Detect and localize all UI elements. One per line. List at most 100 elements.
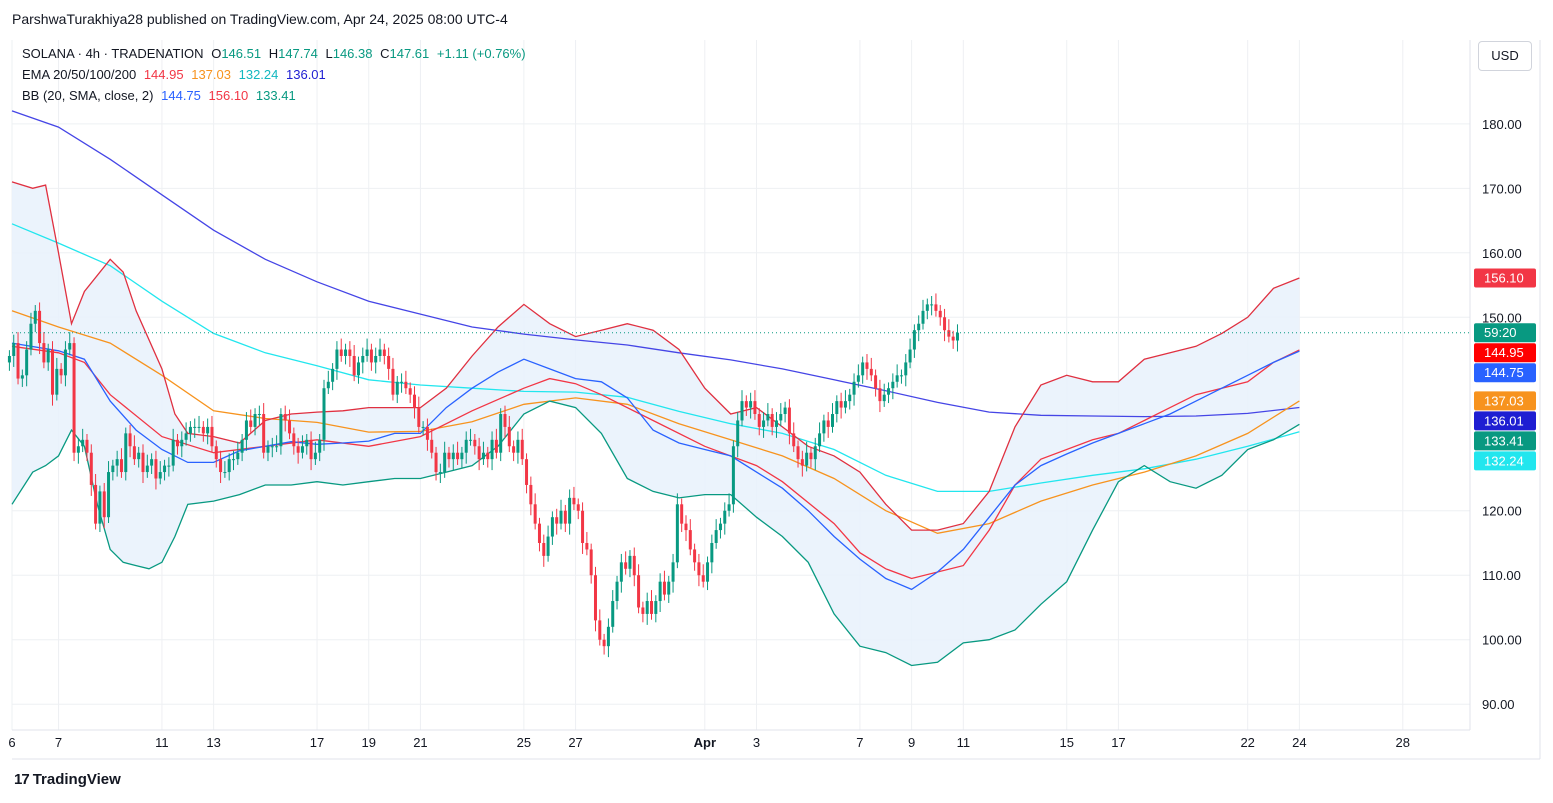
candle-body: [555, 517, 559, 524]
candle-body: [76, 446, 80, 453]
candle-body: [701, 575, 705, 582]
candle-body: [606, 626, 610, 647]
candle-body: [938, 310, 942, 318]
tradingview-logo[interactable]: 17 TradingView: [14, 771, 121, 788]
candle-body: [119, 459, 123, 473]
candle-body: [904, 362, 908, 376]
candle-body: [400, 381, 404, 383]
candle-body: [809, 452, 813, 460]
candle-body: [899, 375, 903, 377]
candle-body: [322, 388, 326, 440]
candle-body: [244, 420, 248, 440]
ema-legend[interactable]: EMA 20/50/100/200 144.95 137.03 132.24 1…: [22, 67, 330, 82]
bb-label: BB (20, SMA, close, 2): [22, 88, 154, 103]
x-tick-label: 17: [310, 735, 324, 750]
candle-body: [184, 433, 188, 440]
candle-body: [499, 414, 503, 453]
y-axis-tick-labels: 180.00 170.00 160.00 150.00 120.00 110.00 100.…: [1482, 117, 1522, 712]
x-tick-label: 6: [8, 735, 15, 750]
candle-body: [460, 452, 464, 460]
ema50-value: 137.03: [191, 67, 231, 82]
candle-body: [572, 497, 576, 505]
candle-body: [770, 414, 774, 427]
candle-body: [762, 420, 766, 427]
price-label-text: 144.75: [1484, 365, 1524, 380]
ohlc-change: +1.11 (+0.76%): [436, 46, 526, 61]
candle-body: [822, 420, 826, 434]
candle-body: [869, 368, 873, 376]
tradingview-brand: TradingView: [32, 771, 121, 788]
bb-lower-value: 133.41: [255, 88, 296, 103]
symbol-info[interactable]: SOLANA · 4h · TRADENATION: [22, 46, 204, 61]
x-tick-label: 22: [1240, 735, 1254, 750]
bb-legend[interactable]: BB (20, SMA, close, 2) 144.75 156.10 133…: [22, 88, 300, 103]
candle-body: [425, 426, 429, 440]
candle-body: [473, 439, 477, 447]
candle-body: [615, 581, 619, 602]
candle-body: [848, 394, 852, 402]
price-label-box: [1474, 391, 1536, 411]
candle-body: [955, 332, 959, 341]
candle-body: [835, 401, 839, 415]
x-tick-label: 15: [1059, 735, 1073, 750]
candle-body: [356, 362, 360, 376]
candle-body: [81, 439, 85, 447]
ema100-value: 132.24: [238, 67, 279, 82]
candle-body: [63, 349, 67, 376]
candle-body: [197, 426, 201, 428]
candle-body: [568, 497, 572, 524]
candle-body: [874, 375, 878, 389]
candle-body: [94, 484, 98, 524]
candle-body: [236, 452, 240, 460]
candle-body: [85, 439, 89, 453]
candle-body: [658, 581, 662, 602]
candle-body: [107, 472, 111, 518]
candle-body: [895, 375, 899, 382]
candle-body: [326, 381, 330, 389]
candle-body: [141, 452, 145, 473]
candle-body: [697, 562, 701, 576]
candle-body: [490, 439, 494, 460]
candle-body: [839, 401, 843, 408]
candle-body: [292, 433, 296, 447]
candle-body: [361, 355, 365, 363]
currency-button[interactable]: USD: [1478, 41, 1532, 71]
candle-body: [486, 452, 490, 460]
candle-body: [163, 465, 167, 473]
candle-body: [684, 523, 688, 531]
candle-body: [688, 530, 692, 550]
y-tick-label: 90.00: [1482, 697, 1515, 712]
x-tick-label: 7: [856, 735, 863, 750]
candle-body: [516, 439, 520, 453]
candle-body: [749, 401, 753, 408]
candle-body: [951, 336, 955, 341]
price-label-box: [1474, 431, 1536, 451]
candle-body: [132, 446, 136, 460]
candle-body: [718, 523, 722, 531]
candle-body: [861, 362, 865, 376]
candle-body: [223, 472, 227, 474]
bollinger-band-fill: [12, 181, 1300, 666]
candle-body: [723, 510, 727, 524]
candle-body: [611, 601, 615, 627]
candle-body: [537, 523, 541, 543]
candle-body: [387, 355, 391, 369]
candle-body: [680, 504, 684, 524]
candle-body: [831, 414, 835, 427]
candle-body: [201, 426, 205, 434]
ema200-value: 136.01: [286, 67, 326, 82]
y-tick-label: 120.00: [1482, 504, 1522, 519]
candle-body: [313, 452, 317, 460]
candle-body: [16, 343, 20, 379]
candle-body: [365, 349, 369, 356]
x-tick-label: 11: [957, 735, 971, 750]
candle-body: [891, 381, 895, 389]
candle-body: [59, 368, 63, 376]
candle-body: [38, 310, 42, 344]
series-line-ema-50: [11, 310, 1300, 534]
candle-body: [145, 465, 149, 473]
bb-basis-value: 144.75: [161, 88, 201, 103]
candle-body: [559, 510, 563, 524]
candle-body: [624, 562, 628, 569]
